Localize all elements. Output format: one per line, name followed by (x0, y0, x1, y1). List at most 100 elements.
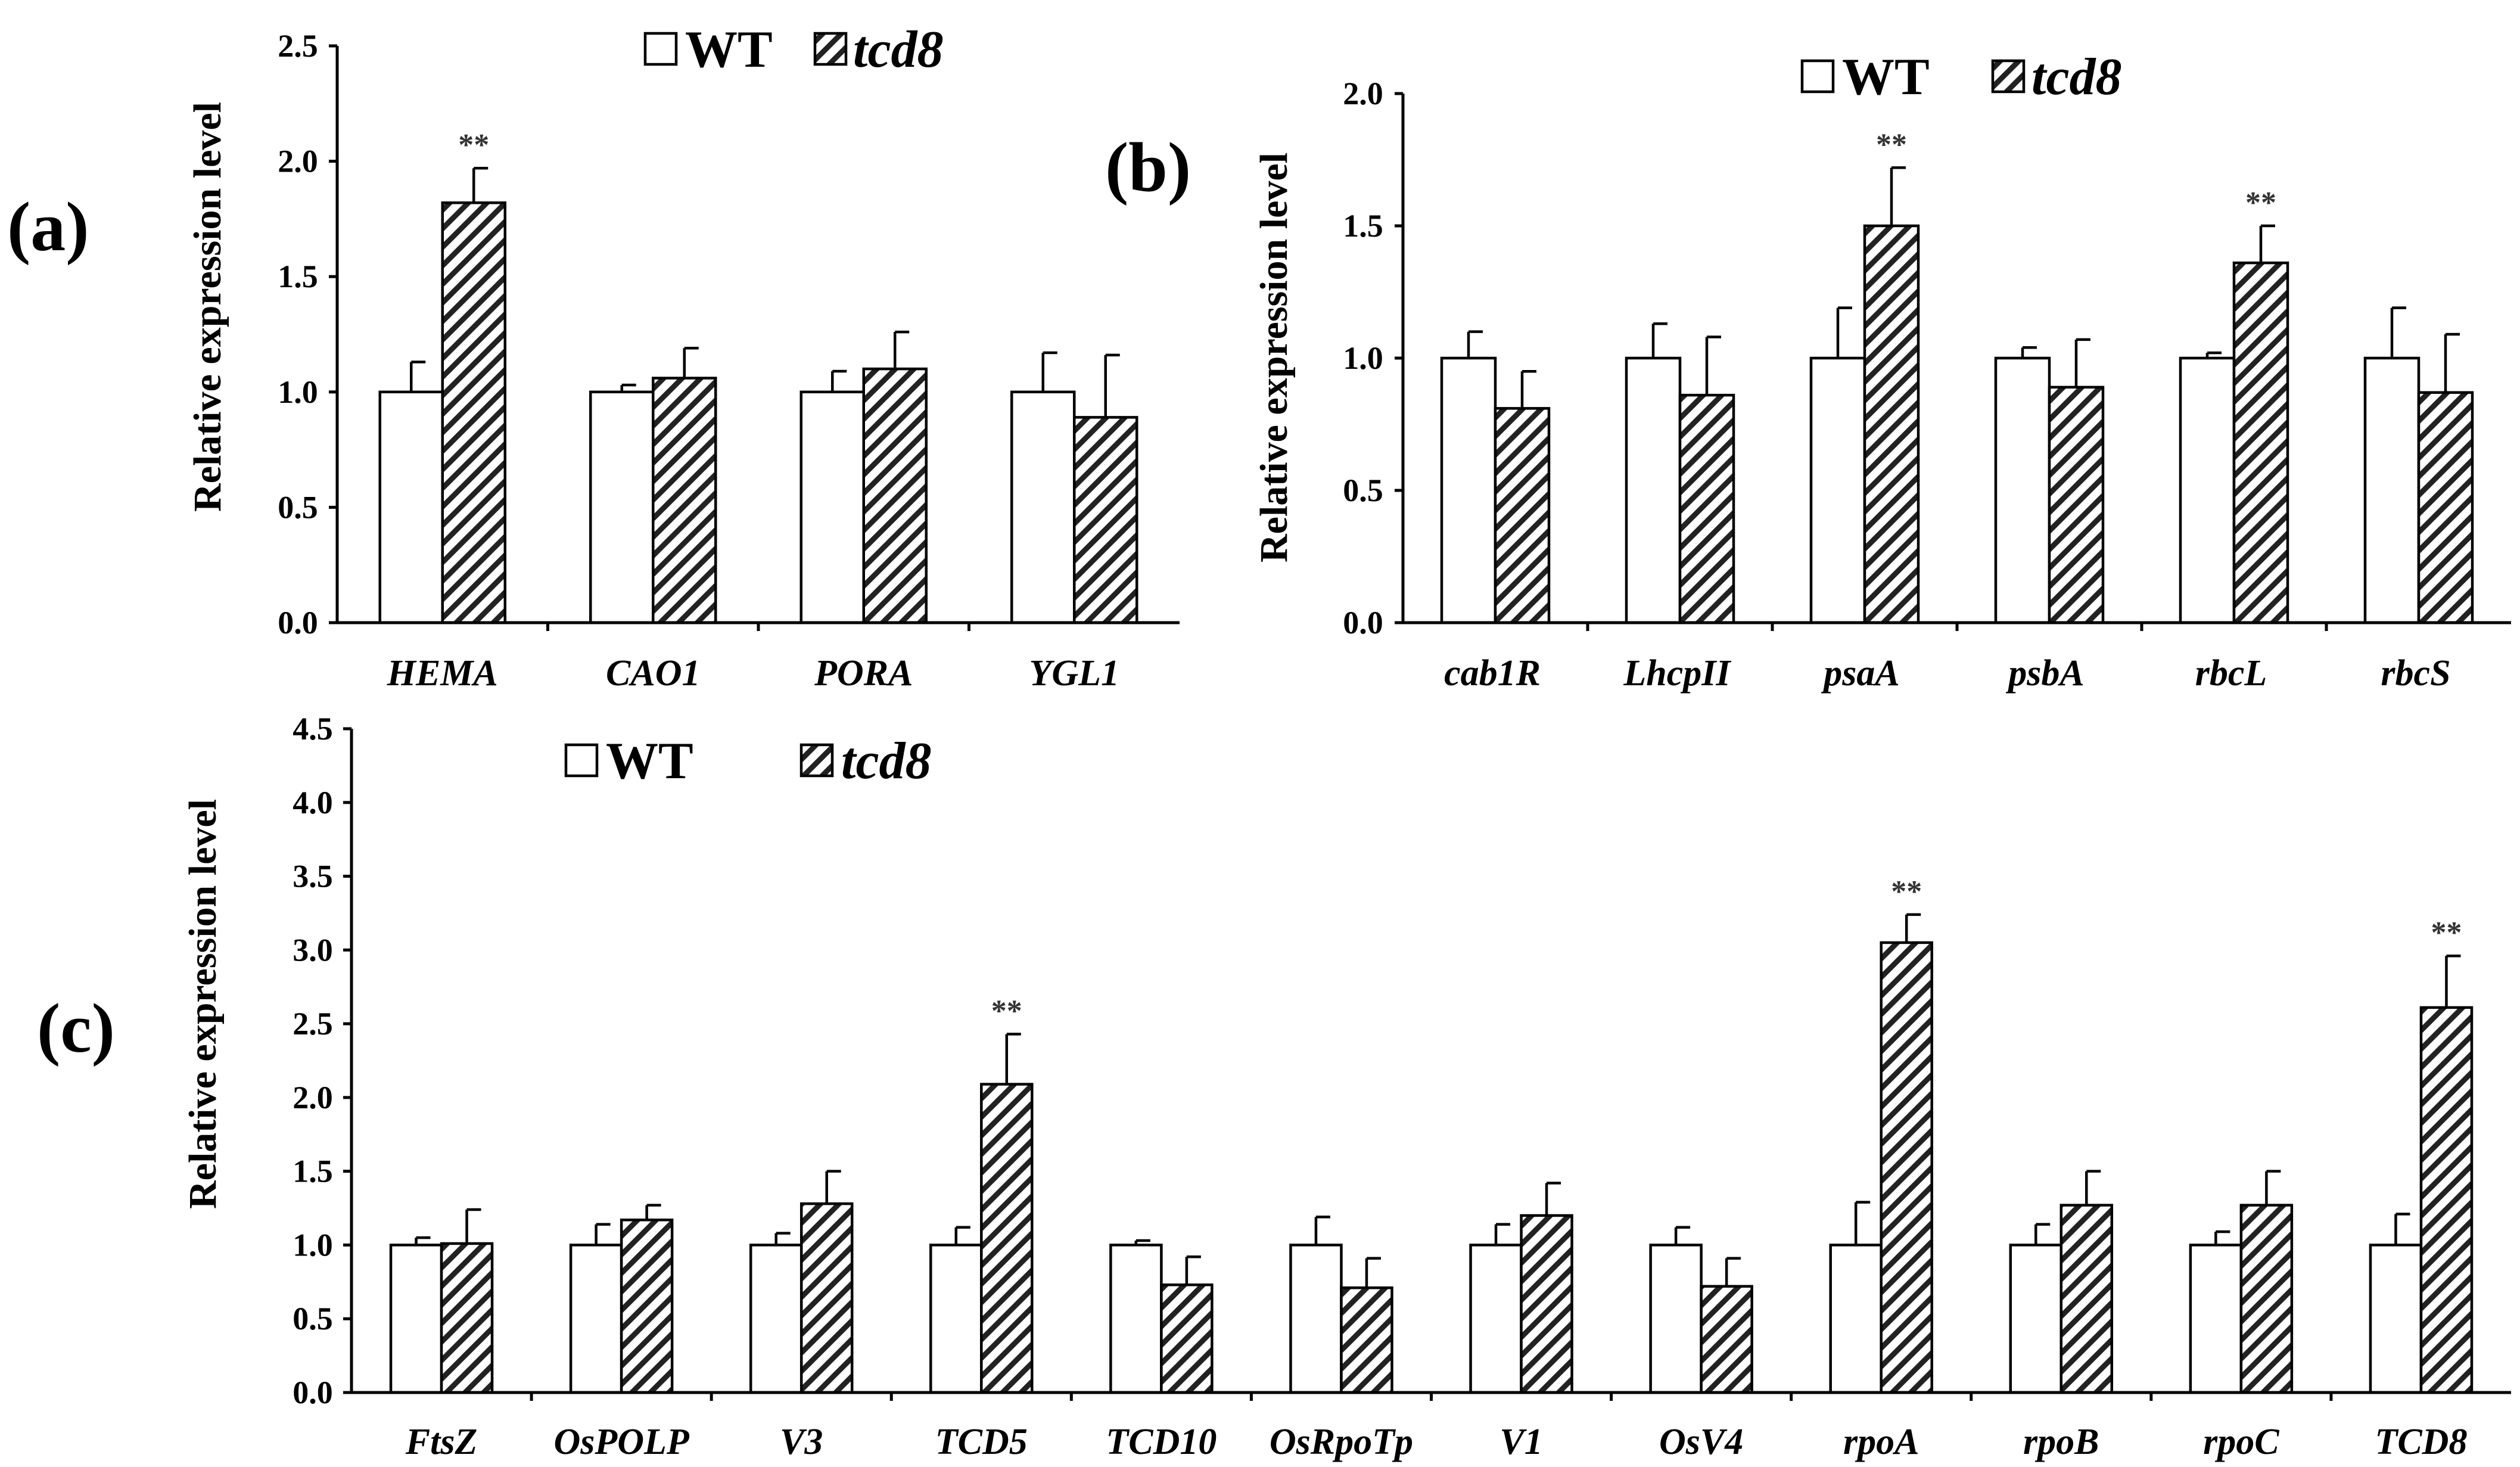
panel-c-category-label: rpoB (2023, 1422, 2099, 1462)
panel-c-legend-wt-swatch (564, 743, 599, 778)
panel-c-y-tick-label: 4.5 (293, 711, 333, 747)
panel-b-plot: 0.0 0.5 1.0 1.5 2.0 cab1R LhcpII ** psaA psbA ** rb… (1343, 76, 2511, 694)
panel-b-bar-wt-psaA (1809, 356, 1866, 624)
panel-c-bar-tcd8-V3 (799, 1202, 854, 1394)
panel-a-bar-tcd8-CAO1 (652, 377, 717, 624)
panel-c-y-tick-label: 0.0 (293, 1375, 333, 1410)
panel-c-significance-rpoA: ** (1891, 875, 1922, 909)
panel-b-y-tick-label: 1.5 (1343, 208, 1383, 244)
panel-a-letter: (a) (7, 188, 89, 266)
panel-c-bar-tcd8-TCD5 (980, 1083, 1034, 1394)
panel-c-y-tick-label: 1.0 (293, 1227, 333, 1263)
panel-b-bar-tcd8-rbcL (2232, 261, 2289, 624)
panel-a-bar-wt-CAO1 (589, 390, 655, 624)
panel-c-category-label: rpoA (1843, 1422, 1919, 1462)
panel-c-bar-tcd8-rpoA (1880, 941, 1933, 1394)
panel-c-bar-tcd8-rpoC (2239, 1204, 2294, 1394)
panel-b-significance-psaA: ** (1876, 128, 1907, 161)
panel-b-letter: (b) (1105, 128, 1191, 206)
panel-b-category-label: rbcL (2195, 653, 2267, 694)
panel-a-y-axis-label: Relative expression level (186, 102, 229, 512)
panel-a-bar-wt-YGL1 (1010, 390, 1076, 624)
panel-c-category-label: rpoC (2203, 1422, 2279, 1462)
panel-b-bar-wt-rbcS (2363, 356, 2421, 624)
panel-c-y-tick-label: 2.5 (293, 1006, 333, 1042)
panel-c-bar-wt-OsPOLP (569, 1244, 623, 1394)
panel-c-plot: 0.0 0.5 1.0 1.5 2.0 2.5 3.0 3.5 4.0 4.5 FtsZ OsPOLP… (293, 711, 2511, 1462)
panel-c-category-label: FtsZ (405, 1422, 478, 1462)
panel-c-bar-wt-rpoC (2189, 1244, 2243, 1394)
panel-a-legend: WT tcd8 (643, 21, 944, 79)
panel-c-y-tick-label: 3.0 (293, 932, 333, 968)
panel-c-letter: (c) (37, 989, 115, 1067)
panel-b-y-axis-label: Relative expression level (1252, 153, 1296, 562)
panel-b-bar-wt-rbcL (2179, 356, 2236, 624)
panel-b-y-tick-label: 2.0 (1343, 76, 1383, 111)
panel-c-bar-tcd8-TCD8 (2419, 1006, 2474, 1394)
panel-b-category-label: psaA (1821, 653, 1899, 694)
panel-b-legend-tcd8-label: tcd8 (2031, 48, 2122, 106)
panel-b-bar-tcd8-cab1R (1494, 407, 1551, 624)
panel-c-category-label: OsV4 (1659, 1422, 1743, 1462)
panel-c-bar-wt-OsV4 (1649, 1244, 1703, 1394)
panel-c-bar-tcd8-V1 (1520, 1214, 1573, 1394)
panel-c-category-label: TCD5 (935, 1422, 1028, 1462)
panel-b-y-tick-label: 1.0 (1343, 340, 1383, 376)
panel-b-y-tick-label: 0.5 (1343, 473, 1383, 508)
panel-c: (c) Relative expression level WT tcd8 0.… (37, 711, 2511, 1462)
panel-a-bar-wt-PORA (799, 390, 865, 624)
panel-c-category-label: OsPOLP (553, 1422, 689, 1462)
panel-c-legend-tcd8-swatch (799, 743, 834, 778)
panel-b-legend-wt-swatch (1800, 59, 1835, 94)
panel-c-y-tick-label: 2.0 (293, 1080, 333, 1115)
panel-a-y-tick-label: 1.0 (278, 374, 318, 410)
panel-a-bar-tcd8-YGL1 (1073, 416, 1138, 624)
panel-c-y-tick-label: 3.5 (293, 859, 333, 894)
panel-a-legend-wt-swatch (643, 32, 678, 66)
panel-b-bar-tcd8-rbcS (2417, 391, 2474, 624)
panel-b: (b) Relative expression level WT tcd8 0.… (1105, 48, 2511, 694)
panel-a-y-tick-label: 1.5 (278, 259, 318, 294)
panel-b-legend-tcd8-swatch (1991, 59, 2026, 94)
panel-c-bar-tcd8-FtsZ (440, 1242, 494, 1394)
panel-b-bar-wt-LhcpII (1625, 356, 1682, 624)
panel-c-bar-wt-rpoB (2009, 1244, 2063, 1394)
panel-c-significance-TCD5: ** (991, 994, 1022, 1028)
panel-c-category-label: OsRpoTp (1270, 1422, 1413, 1462)
panel-c-bar-tcd8-rpoB (2059, 1204, 2114, 1394)
panel-b-bar-tcd8-psaA (1863, 224, 1920, 624)
panel-b-bar-wt-cab1R (1440, 356, 1497, 624)
panel-c-bar-tcd8-OsRpoTp (1340, 1286, 1393, 1394)
panel-a-plot: 0.0 0.5 1.0 1.5 2.0 2.5 ** HEMA CAO1 PORA YGL1 (278, 28, 1180, 694)
panel-a-y-tick-label: 0.0 (278, 605, 318, 641)
panel-c-category-label: V1 (1499, 1422, 1542, 1462)
panel-a-bar-wt-HEMA (378, 390, 444, 624)
panel-a-bar-tcd8-PORA (862, 367, 928, 624)
panel-a-y-tick-label: 2.5 (278, 28, 318, 64)
panel-c-bar-tcd8-TCD10 (1160, 1283, 1214, 1394)
panel-c-bar-wt-OsRpoTp (1289, 1244, 1343, 1394)
panel-c-bar-wt-TCD10 (1109, 1244, 1163, 1394)
panel-c-y-axis-label: Relative expression level (181, 799, 225, 1209)
panel-a-significance-HEMA: ** (458, 128, 489, 162)
panel-b-category-label: cab1R (1444, 653, 1541, 694)
panel-c-y-tick-label: 0.5 (293, 1301, 333, 1337)
panel-c-bar-wt-FtsZ (389, 1244, 443, 1394)
panel-c-bar-wt-TCD8 (2369, 1244, 2423, 1394)
panel-c-bar-wt-V3 (749, 1244, 803, 1394)
panel-a: (a) Relative expression level WT tcd8 0.… (7, 21, 1180, 694)
panel-a-legend-tcd8-label: tcd8 (853, 21, 944, 79)
panel-c-y-tick-label: 4.0 (293, 785, 333, 820)
panel-a-y-tick-label: 2.0 (278, 144, 318, 179)
panel-a-category-label: YGL1 (1029, 653, 1119, 694)
panel-b-legend: WT tcd8 (1800, 48, 2122, 106)
panel-b-category-label: LhcpII (1623, 653, 1731, 694)
panel-a-legend-wt-label: WT (685, 21, 773, 79)
panel-c-bar-wt-V1 (1469, 1244, 1523, 1394)
panel-c-category-label: V3 (780, 1422, 823, 1462)
panel-a-category-label: PORA (814, 653, 913, 694)
panel-c-legend-wt-label: WT (606, 732, 693, 790)
panel-c-bar-tcd8-OsV4 (1700, 1285, 1753, 1394)
panel-c-y-tick-label: 1.5 (293, 1154, 333, 1189)
